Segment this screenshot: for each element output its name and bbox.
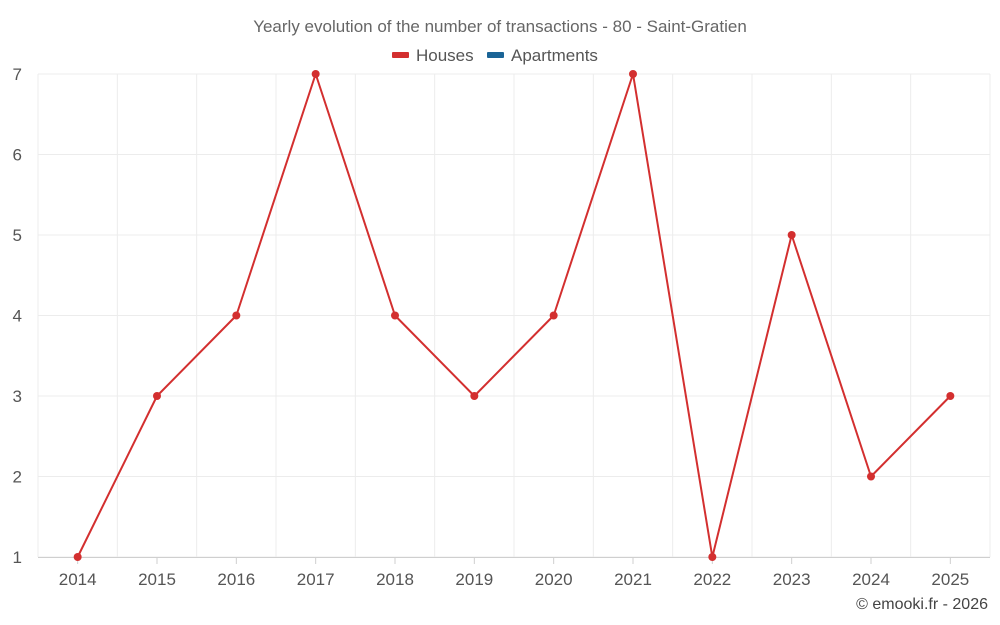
x-tick-label: 2015	[138, 570, 176, 589]
legend-swatch-houses	[392, 52, 409, 58]
x-tick-label: 2021	[614, 570, 652, 589]
houses-data-point[interactable]	[470, 392, 479, 400]
chart-title: Yearly evolution of the number of transa…	[253, 17, 747, 36]
houses-data-point[interactable]	[232, 311, 241, 320]
legend-label-apartments[interactable]: Apartments	[511, 46, 598, 65]
x-tick-label: 2014	[59, 570, 97, 589]
houses-data-point[interactable]	[787, 231, 796, 239]
houses-data-point[interactable]	[391, 311, 399, 320]
houses-data-point[interactable]	[311, 70, 320, 78]
houses-data-point[interactable]	[629, 70, 637, 78]
y-tick-label: 2	[13, 468, 22, 487]
y-axis: 1 2 3 4 5 6 7	[13, 65, 22, 567]
houses-data-point[interactable]	[708, 553, 717, 561]
series-houses	[73, 70, 955, 561]
legend: Houses Apartments	[392, 46, 598, 65]
x-tick-label: 2018	[376, 570, 414, 589]
y-tick-label: 4	[13, 307, 22, 326]
x-tick-label: 2020	[535, 570, 573, 589]
x-axis: 2014 2015 2016 2017 2018 2019 2020 2021 2022 2023…	[38, 557, 990, 589]
x-tick-label: 2019	[455, 570, 493, 589]
houses-data-point[interactable]	[867, 472, 875, 481]
y-tick-label: 3	[13, 387, 22, 406]
legend-swatch-apartments	[487, 52, 504, 58]
x-tick-label: 2023	[773, 570, 811, 589]
y-tick-label: 5	[13, 226, 22, 245]
y-tick-label: 1	[13, 548, 22, 567]
houses-data-point[interactable]	[73, 553, 82, 561]
legend-label-houses[interactable]: Houses	[416, 46, 474, 65]
y-tick-label: 6	[13, 146, 22, 165]
x-tick-label: 2016	[217, 570, 255, 589]
houses-data-point[interactable]	[153, 392, 161, 400]
x-tick-label: 2025	[931, 570, 969, 589]
credit-text: © emooki.fr - 2026	[856, 596, 988, 613]
y-tick-label: 7	[13, 65, 22, 84]
x-tick-label: 2017	[297, 570, 335, 589]
grid	[37, 73, 991, 558]
x-tick-label: 2024	[852, 570, 890, 589]
x-tick-label: 2022	[693, 570, 731, 589]
houses-data-point[interactable]	[946, 392, 955, 400]
houses-data-point[interactable]	[549, 311, 558, 320]
houses-series-line	[76, 73, 952, 558]
